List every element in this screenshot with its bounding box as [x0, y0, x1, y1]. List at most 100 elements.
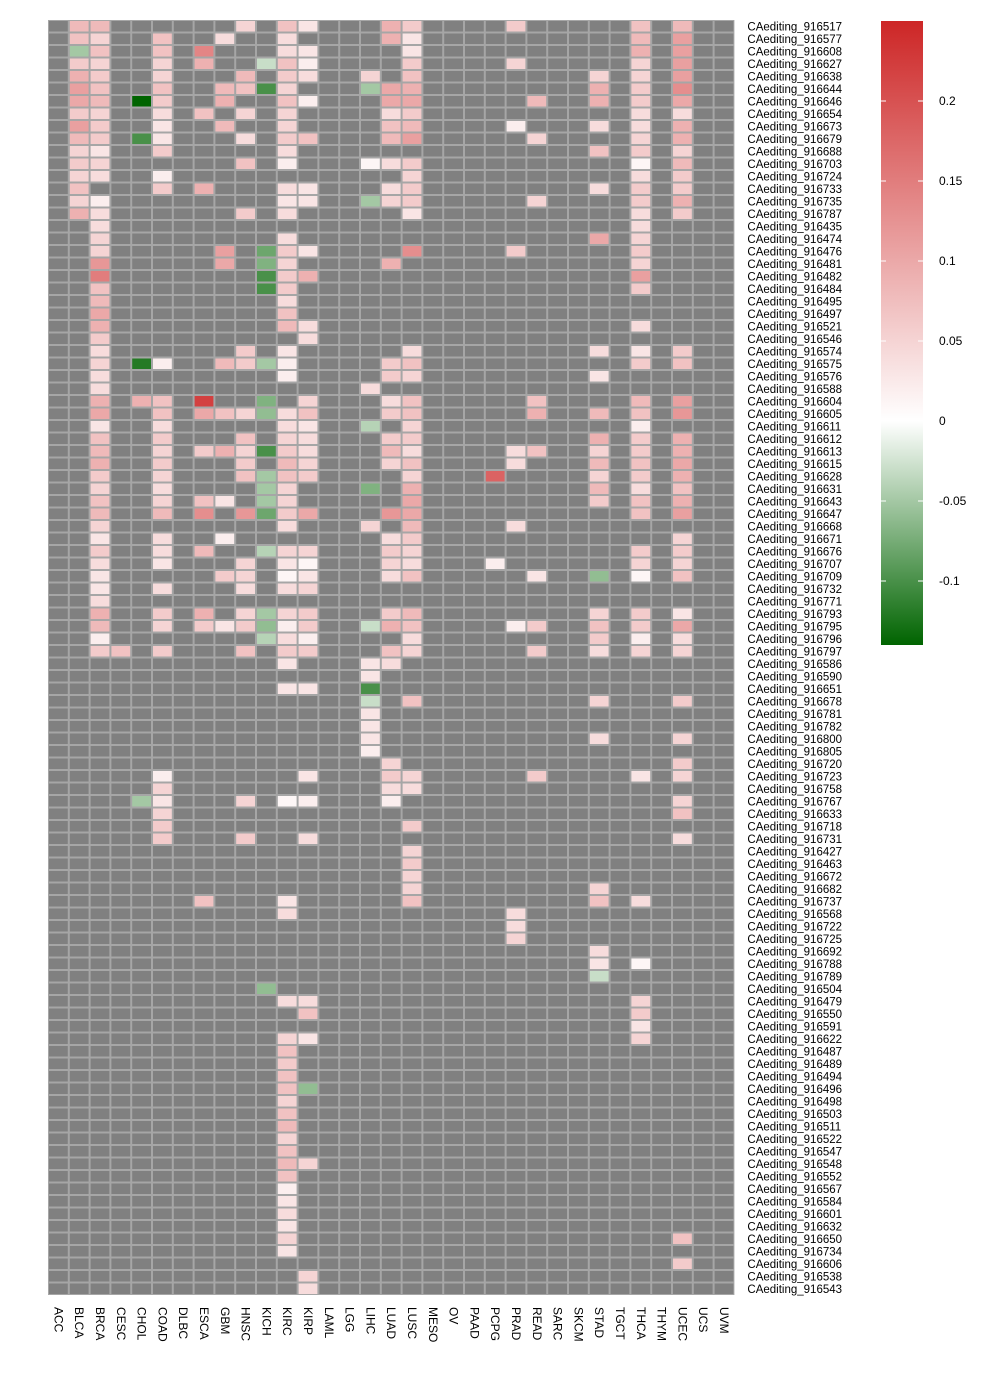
heatmap-cell	[402, 83, 422, 94]
heatmap-cell	[465, 183, 484, 194]
heatmap-cell	[444, 683, 463, 694]
heatmap-cell	[49, 846, 68, 857]
heatmap-cell	[569, 1246, 588, 1257]
heatmap-cell	[444, 533, 463, 544]
heatmap-cell	[194, 358, 214, 369]
heatmap-cell	[381, 546, 401, 557]
heatmap-cell	[548, 1008, 567, 1019]
heatmap-cell	[652, 308, 671, 319]
heatmap-cell	[652, 46, 671, 57]
heatmap-cell	[402, 46, 422, 57]
heatmap-cell	[652, 1221, 671, 1232]
row-label: CAediting_916627	[747, 59, 842, 71]
heatmap-cell	[423, 21, 443, 32]
heatmap-cell	[423, 646, 443, 657]
heatmap-cell	[49, 83, 68, 94]
heatmap-cell	[381, 1008, 401, 1019]
heatmap-cell	[631, 1258, 651, 1269]
heatmap-cell	[257, 1008, 276, 1019]
heatmap-cell	[485, 933, 505, 944]
heatmap-cell	[589, 821, 609, 832]
heatmap-cell	[465, 296, 484, 307]
row-label: CAediting_916615	[747, 459, 842, 471]
heatmap-cell	[215, 683, 235, 694]
heatmap-cell	[631, 821, 651, 832]
heatmap-cell	[569, 383, 588, 394]
heatmap-cell	[340, 108, 359, 119]
heatmap-cell	[340, 633, 359, 644]
heatmap-cell	[277, 733, 297, 744]
heatmap-cell	[652, 421, 671, 432]
heatmap-cell	[610, 1233, 630, 1244]
heatmap-cell	[173, 21, 193, 32]
heatmap-cell	[236, 608, 255, 619]
heatmap-cell	[381, 558, 401, 569]
heatmap-cell	[277, 1271, 297, 1282]
heatmap-cell	[631, 358, 651, 369]
heatmap-cell	[132, 721, 151, 732]
heatmap-cell	[257, 1121, 276, 1132]
heatmap-cell	[153, 696, 172, 707]
heatmap-cell	[610, 1046, 630, 1057]
legend-tick-label: 0.1	[939, 254, 956, 268]
heatmap-cell	[236, 533, 255, 544]
heatmap-cell	[527, 1271, 547, 1282]
heatmap-cell	[423, 596, 443, 607]
legend-color-bar	[881, 21, 923, 645]
heatmap-cell	[298, 633, 318, 644]
heatmap-cell	[277, 58, 297, 69]
row-label: CAediting_916782	[747, 721, 842, 733]
heatmap-cell	[236, 883, 255, 894]
heatmap-cell	[485, 871, 505, 882]
heatmap-cell	[381, 808, 401, 819]
heatmap-cell	[69, 471, 89, 482]
heatmap-cell	[69, 271, 89, 282]
heatmap-cell	[444, 171, 463, 182]
heatmap-cell	[444, 421, 463, 432]
heatmap-cell	[173, 321, 193, 332]
column-label: KIRC	[280, 1307, 294, 1336]
heatmap-cell	[402, 1021, 422, 1032]
heatmap-cell	[485, 583, 505, 594]
heatmap-cell	[465, 96, 484, 107]
heatmap-cell	[153, 1021, 172, 1032]
heatmap-cell	[444, 208, 463, 219]
heatmap-cell	[132, 696, 151, 707]
heatmap-cell	[361, 371, 380, 382]
heatmap-cell	[361, 83, 380, 94]
heatmap-cell	[714, 696, 734, 707]
heatmap-cell	[569, 1258, 588, 1269]
heatmap-cell	[423, 521, 443, 532]
row-label: CAediting_916643	[747, 496, 842, 508]
heatmap-cell	[423, 321, 443, 332]
heatmap-cell	[298, 133, 318, 144]
heatmap-cell	[173, 183, 193, 194]
heatmap-cell	[132, 946, 151, 957]
heatmap-cell	[361, 1283, 380, 1294]
heatmap-cell	[298, 158, 318, 169]
heatmap-cell	[215, 796, 235, 807]
heatmap-cell	[465, 1183, 484, 1194]
heatmap-cell	[361, 621, 380, 632]
heatmap-cell	[69, 296, 89, 307]
heatmap-cell	[194, 871, 214, 882]
heatmap-cell	[215, 1058, 235, 1069]
row-label: CAediting_916789	[747, 971, 842, 983]
heatmap-cell	[340, 946, 359, 957]
heatmap-cell	[173, 846, 193, 857]
heatmap-cell	[111, 896, 131, 907]
heatmap-cell	[610, 921, 630, 932]
heatmap-cell	[652, 1271, 671, 1282]
heatmap-cell	[610, 946, 630, 957]
heatmap-cell	[319, 421, 339, 432]
heatmap-cell	[132, 271, 151, 282]
heatmap-cell	[402, 196, 422, 207]
heatmap-cell	[361, 658, 380, 669]
heatmap-cell	[506, 308, 526, 319]
heatmap-cell	[361, 1096, 380, 1107]
heatmap-cell	[402, 946, 422, 957]
heatmap-cell	[90, 996, 110, 1007]
heatmap-cell	[132, 158, 151, 169]
heatmap-cell	[111, 196, 131, 207]
heatmap-cell	[673, 258, 692, 269]
